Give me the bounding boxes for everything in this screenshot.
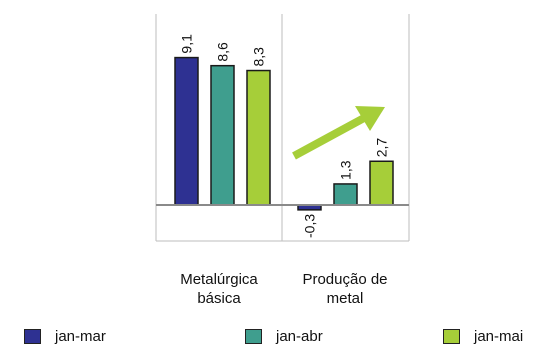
- category-label-producao: Produção de metal: [302, 271, 388, 307]
- arrow-shaft: [292, 114, 366, 160]
- legend-label-jan-abr: jan-abr: [276, 327, 323, 345]
- legend-item-jan-abr: jan-abr: [245, 326, 323, 346]
- bars: [174, 56, 394, 211]
- data-label-jan-mai-producao: 2,7: [374, 138, 390, 158]
- legend-item-jan-mar: jan-mar: [24, 326, 106, 346]
- data-label-jan-mar-metalurgica: 9,1: [179, 34, 195, 54]
- bar-jan-abr-metalurgica: [210, 64, 235, 206]
- arrow-head: [355, 106, 385, 131]
- chart-frame: [155, 14, 410, 242]
- data-label-jan-abr-producao: 1,3: [338, 160, 354, 180]
- trend-arrow-icon: [292, 106, 385, 160]
- data-label-jan-mai-metalurgica: 8,3: [251, 47, 267, 67]
- legend-swatch-jan-abr: [245, 328, 262, 344]
- legend-swatch-jan-mai: [443, 328, 460, 344]
- bar-jan-mai-producao: [369, 160, 394, 206]
- legend-swatch-jan-mar: [24, 328, 41, 344]
- bar-jan-abr-producao: [333, 183, 358, 206]
- bar-jan-mar-metalurgica: [174, 56, 199, 206]
- data-label-jan-mar-producao: -0,3: [302, 214, 318, 238]
- legend-label-jan-mar: jan-mar: [55, 327, 106, 345]
- legend-item-jan-mai: jan-mai: [443, 326, 523, 346]
- bar-jan-mai-metalurgica: [246, 69, 271, 206]
- data-label-jan-abr-metalurgica: 8,6: [215, 42, 231, 62]
- legend-label-jan-mai: jan-mai: [474, 327, 524, 345]
- value-labels: 9,1 8,6 8,3 -0,3 1,3 2,7: [179, 34, 390, 238]
- category-label-metalurgica: Metalúrgica básica: [180, 271, 258, 307]
